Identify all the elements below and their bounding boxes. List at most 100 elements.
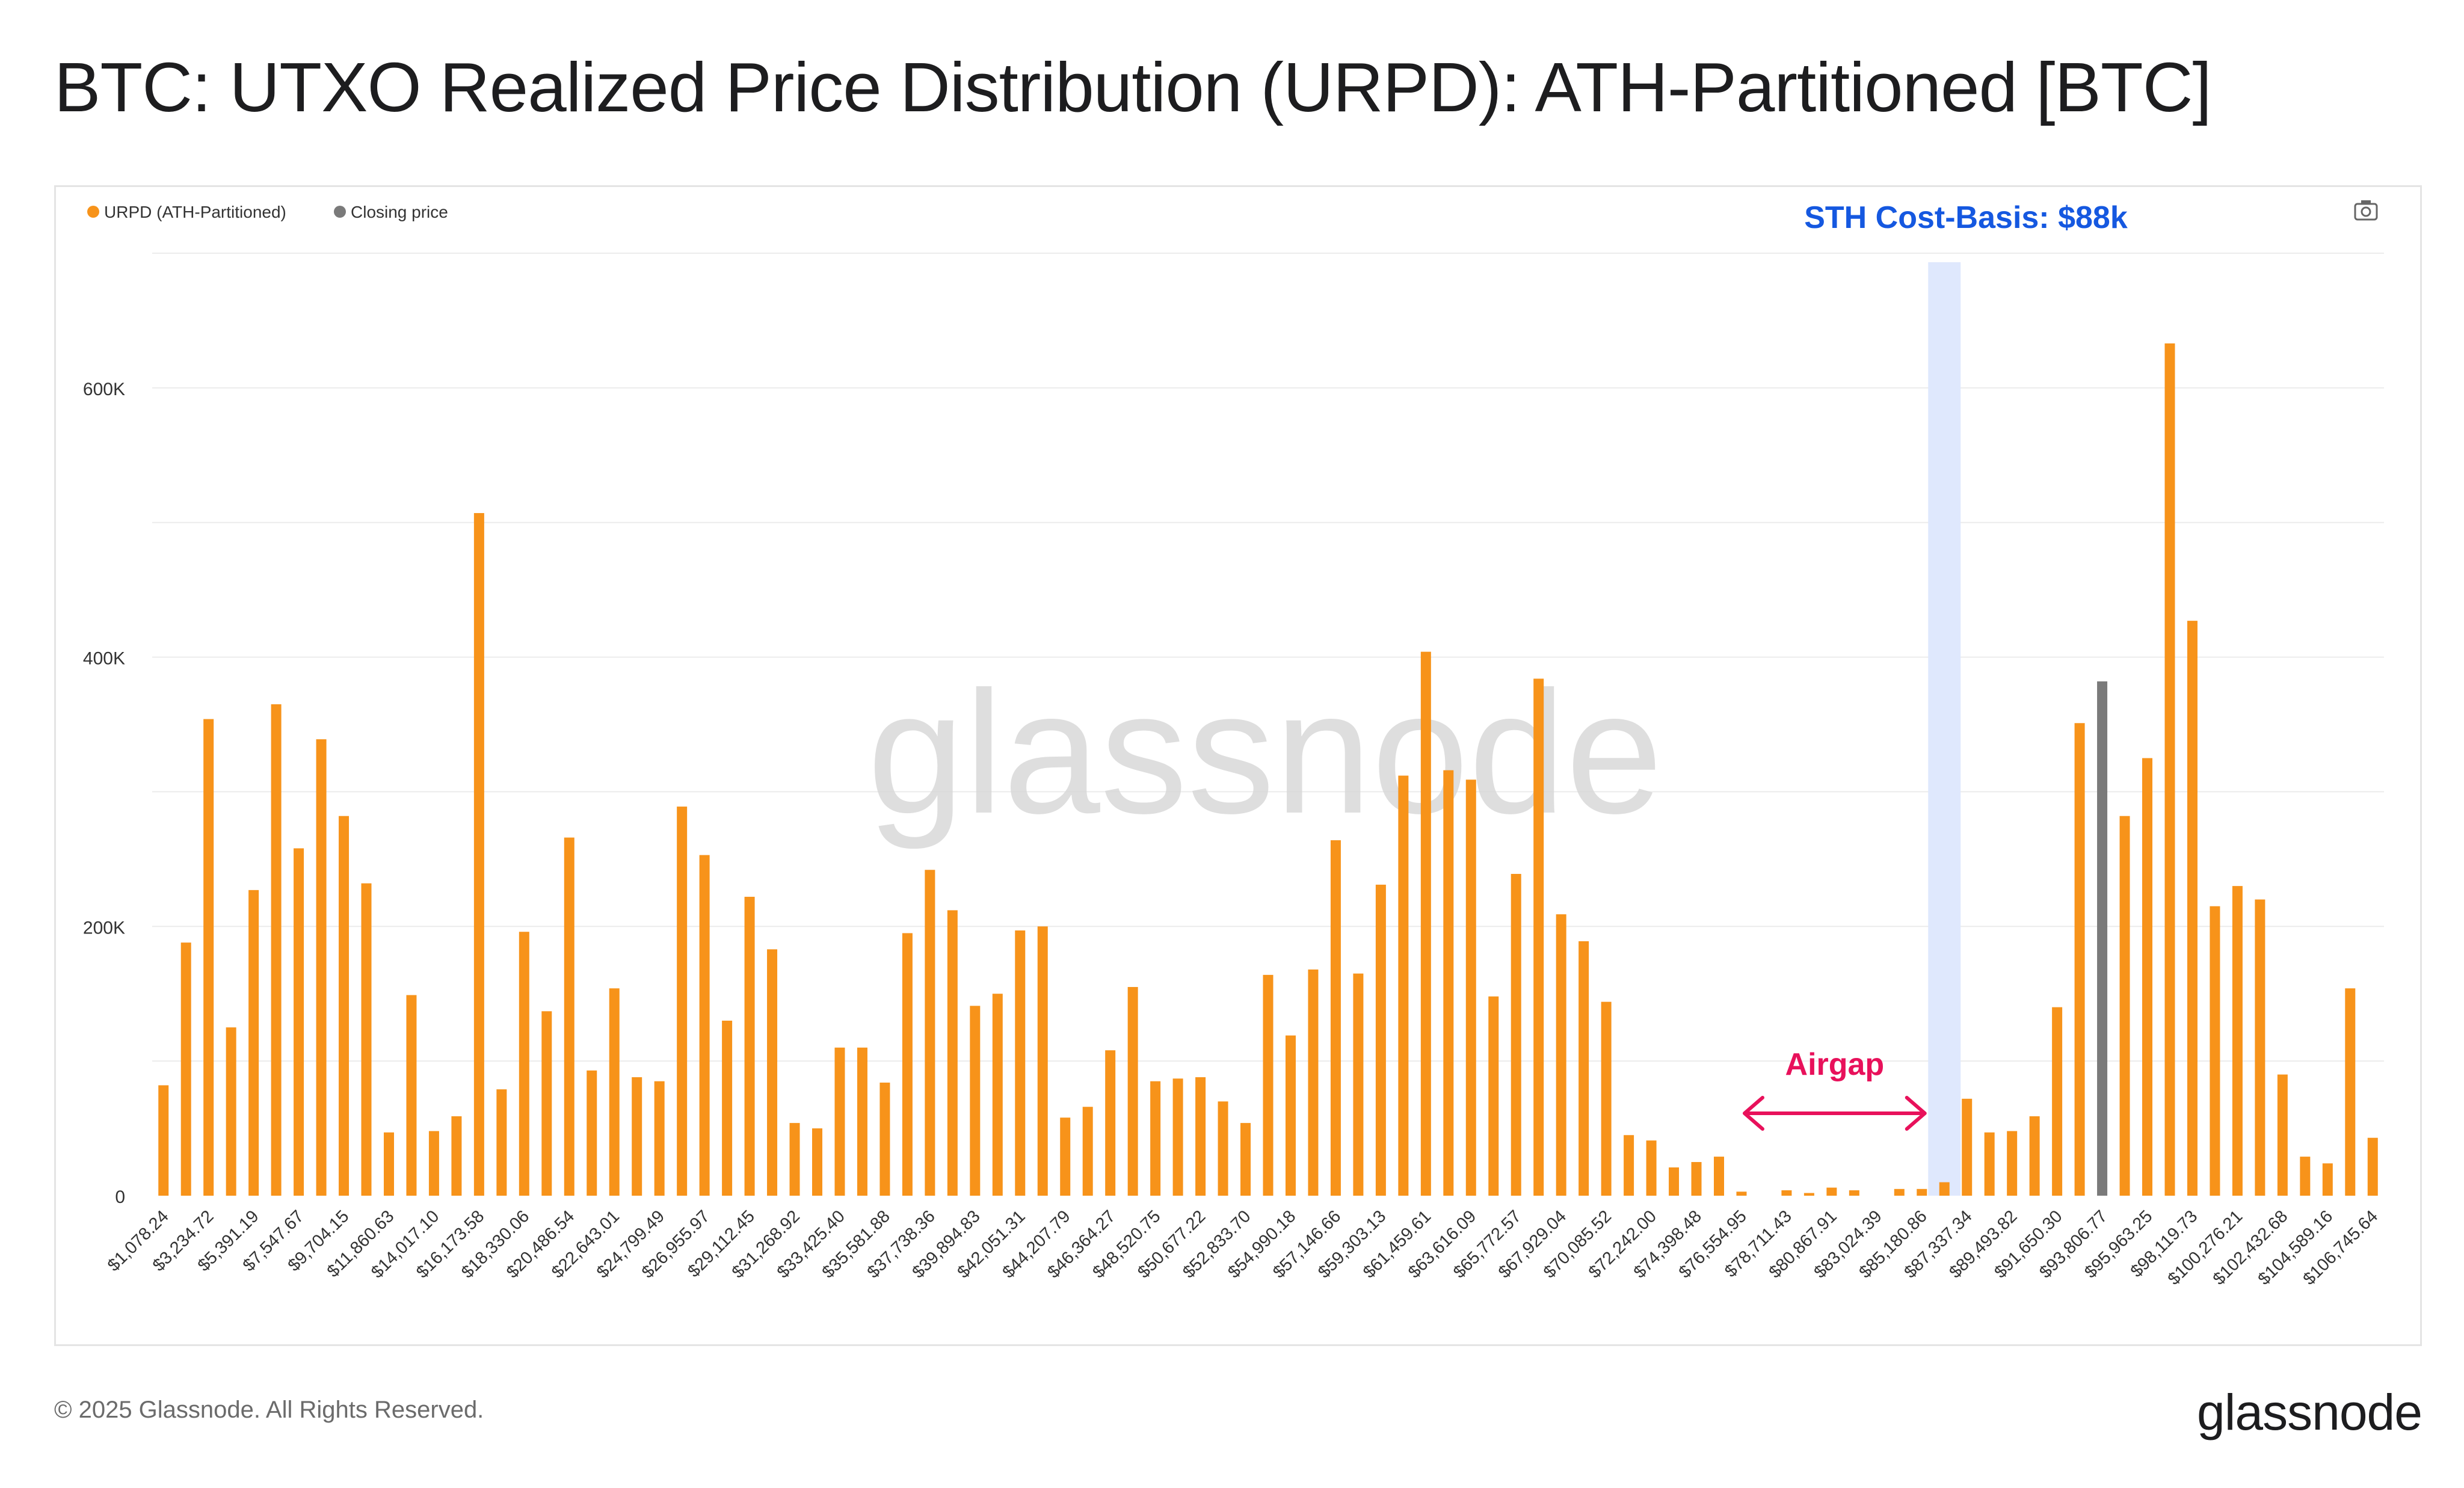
copyright-text: © 2025 Glassnode. All Rights Reserved. [54, 1397, 484, 1423]
urpd-bar [587, 1070, 597, 1196]
legend-label-urpd: URPD (ATH-Partitioned) [104, 203, 286, 221]
urpd-bar [2142, 758, 2153, 1196]
urpd-bar [1984, 1132, 1995, 1196]
urpd-bar [2052, 1007, 2063, 1196]
urpd-bar [2210, 906, 2220, 1196]
sth-cost-basis-band [1928, 262, 1961, 1196]
urpd-bar [699, 855, 710, 1196]
legend-dot-closing-price [334, 206, 346, 218]
urpd-bar [1533, 678, 1544, 1196]
urpd-bar [1713, 1157, 1724, 1196]
urpd-bar [2074, 723, 2085, 1196]
urpd-bar [294, 848, 304, 1196]
chart-panel: 0 200K 400K 600K glassnode $1,078.24 $3,234.72… [54, 185, 2422, 1346]
sth-cost-basis-label: STH Cost-Basis: $88k [1804, 200, 2128, 235]
urpd-bar [1803, 1193, 1814, 1196]
urpd-bar [541, 1011, 552, 1196]
urpd-bar [1669, 1167, 1680, 1196]
urpd-bar [2255, 899, 2265, 1196]
urpd-bar [1488, 996, 1499, 1196]
urpd-bar [406, 995, 417, 1196]
urpd-bar [2007, 1131, 2018, 1196]
urpd-bar [970, 1006, 981, 1196]
y-tick-label: 600K [83, 380, 125, 399]
urpd-bar [1465, 779, 1476, 1196]
urpd-bar [1578, 941, 1589, 1196]
urpd-bar [1127, 987, 1138, 1196]
urpd-bar [1781, 1190, 1792, 1196]
urpd-bar [857, 1047, 867, 1196]
y-tick-label: 200K [83, 918, 125, 938]
urpd-bar [496, 1089, 507, 1196]
urpd-bar [2119, 816, 2130, 1196]
urpd-bar [812, 1128, 823, 1196]
urpd-bar [180, 942, 191, 1196]
urpd-bar [1962, 1098, 1973, 1196]
urpd-bar [1443, 770, 1454, 1196]
airgap-arrowhead-left [1742, 1096, 1764, 1131]
urpd-bar [1285, 1035, 1296, 1196]
urpd-bar [1917, 1188, 1927, 1196]
page-title: BTC: UTXO Realized Price Distribution (U… [54, 48, 2212, 126]
urpd-bar [2345, 988, 2356, 1196]
urpd-bar [1849, 1190, 1859, 1196]
urpd-bar [1330, 840, 1341, 1196]
urpd-bar [451, 1116, 462, 1196]
urpd-bar [2322, 1163, 2333, 1196]
urpd-bar [1105, 1050, 1116, 1196]
urpd-bar [1826, 1187, 1837, 1196]
urpd-bar [383, 1132, 394, 1196]
urpd-bar [248, 890, 259, 1196]
urpd-bar [1894, 1188, 1905, 1196]
urpd-bar [632, 1077, 642, 1196]
urpd-bar [226, 1027, 236, 1196]
urpd-bar [1375, 884, 1386, 1196]
urpd-bar [2277, 1074, 2288, 1196]
urpd-bar [361, 883, 372, 1196]
urpd-bar [789, 1123, 800, 1196]
urpd-bar [316, 739, 327, 1196]
urpd-bar [564, 837, 574, 1196]
urpd-bar [1240, 1123, 1251, 1196]
urpd-bar [339, 816, 350, 1196]
y-tick-label: 0 [115, 1187, 125, 1207]
urpd-bar [1082, 1107, 1093, 1196]
urpd-bar [767, 949, 778, 1196]
urpd-bar [992, 994, 1003, 1196]
urpd-bar [1624, 1135, 1634, 1196]
urpd-bar [2232, 886, 2243, 1196]
camera-icon[interactable] [2354, 200, 2378, 221]
urpd-bar [203, 719, 214, 1196]
urpd-bar [902, 933, 913, 1196]
urpd-bar [1353, 973, 1364, 1196]
urpd-bar [2300, 1157, 2311, 1196]
urpd-bar [609, 988, 620, 1196]
urpd-bar [925, 870, 935, 1196]
closing-price-bar [2097, 681, 2108, 1196]
urpd-bar [834, 1047, 845, 1196]
urpd-bar [879, 1082, 890, 1196]
urpd-bar [1218, 1101, 1228, 1196]
glassnode-logo: glassnode [2197, 1384, 2422, 1440]
watermark-text: glassnode [867, 655, 1663, 850]
urpd-bar [947, 910, 958, 1196]
urpd-bar [428, 1131, 439, 1196]
urpd-bar [1736, 1191, 1747, 1196]
urpd-bar [654, 1081, 665, 1196]
legend-dot-urpd [87, 206, 99, 218]
urpd-bar [2029, 1116, 2040, 1196]
urpd-bar [1939, 1182, 1950, 1196]
urpd-bar [1420, 651, 1431, 1196]
urpd-bar [473, 513, 484, 1196]
urpd-chart: 0200K400K600Kglassnode$1,078.24$3,234.72… [83, 200, 2384, 1289]
urpd-bar [1015, 930, 1026, 1196]
urpd-bar [2164, 343, 2175, 1196]
urpd-bar [271, 704, 282, 1196]
urpd-bar [1195, 1077, 1206, 1196]
urpd-bar [1601, 1001, 1612, 1196]
urpd-bar [1308, 969, 1319, 1196]
urpd-bar [1691, 1162, 1702, 1196]
urpd-bar [1037, 926, 1048, 1196]
urpd-bar [1172, 1078, 1183, 1196]
airgap-arrowhead-right [1905, 1096, 1927, 1131]
